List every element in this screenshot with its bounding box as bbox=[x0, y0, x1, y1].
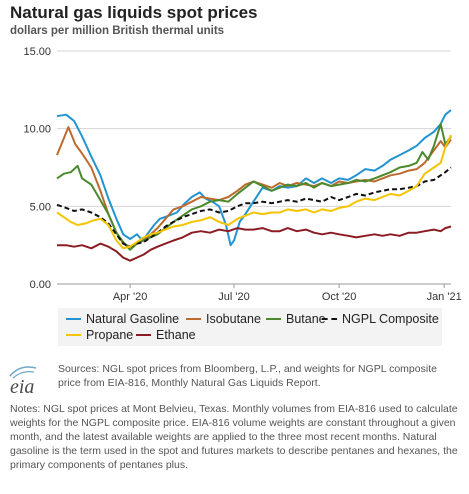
legend-swatch bbox=[186, 318, 201, 320]
y-tick-label: 5.00 bbox=[30, 201, 51, 213]
legend-swatch bbox=[66, 334, 81, 336]
eia-logo-text: eia bbox=[10, 376, 34, 398]
series-line-propane bbox=[56, 134, 452, 250]
legend-label: Ethane bbox=[156, 328, 196, 342]
x-axis-ticks: Apr '20 Jul '20 Oct '20 Jan '21 bbox=[113, 284, 462, 303]
sources-text: Sources: NGL spot prices from Bloomberg,… bbox=[58, 363, 437, 389]
legend-item-propane: Propane bbox=[66, 328, 133, 342]
grid-lines bbox=[57, 50, 451, 285]
y-axis-tick-labels: 0.00 5.00 10.00 15.00 bbox=[23, 46, 51, 291]
y-tick-label: 0.00 bbox=[30, 279, 51, 291]
legend-swatch bbox=[136, 334, 151, 336]
x-tick-label: Oct '20 bbox=[322, 291, 357, 303]
x-tick-label: Jul '20 bbox=[218, 291, 249, 303]
series-line-ngpl-composite bbox=[56, 166, 452, 248]
legend: Natural Gasoline Isobutane Butane NGPL C… bbox=[58, 308, 442, 346]
eia-logo-icon: eia bbox=[9, 366, 37, 398]
legend-swatch bbox=[322, 318, 337, 320]
legend-label: Butane bbox=[286, 312, 326, 326]
series-line-butane bbox=[56, 123, 452, 251]
x-tick-label: Apr '20 bbox=[113, 291, 148, 303]
legend-item-natural-gasoline: Natural Gasoline bbox=[66, 312, 179, 326]
legend-label: Isobutane bbox=[206, 312, 261, 326]
legend-item-ethane: Ethane bbox=[136, 328, 196, 342]
series-line-natural-gasoline bbox=[56, 109, 452, 247]
legend-item-ngpl-composite: NGPL Composite bbox=[322, 312, 439, 326]
chart-subtitle: dollars per million British thermal unit… bbox=[10, 25, 225, 37]
line-chart: 0.00 5.00 10.00 15.00 Apr '20 Jul '20 Oct '20… bbox=[23, 46, 462, 303]
y-tick-label: 10.00 bbox=[23, 124, 51, 136]
notes-text: Notes: NGL spot prices at Mont Belvieu, … bbox=[10, 403, 458, 471]
legend-label: Natural Gasoline bbox=[86, 312, 180, 326]
y-tick-label: 15.00 bbox=[23, 46, 51, 58]
series-line-ethane bbox=[57, 225, 452, 262]
series-lines bbox=[56, 109, 452, 262]
x-tick-label: Jan '21 bbox=[427, 291, 462, 303]
legend-swatch bbox=[66, 318, 81, 320]
legend-label: NGPL Composite bbox=[342, 312, 439, 326]
legend-swatch bbox=[266, 318, 281, 320]
legend-item-butane: Butane bbox=[266, 312, 326, 326]
legend-item-isobutane: Isobutane bbox=[186, 312, 261, 326]
legend-label: Propane bbox=[86, 328, 134, 342]
chart-title: Natural gas liquids spot prices bbox=[10, 3, 258, 22]
